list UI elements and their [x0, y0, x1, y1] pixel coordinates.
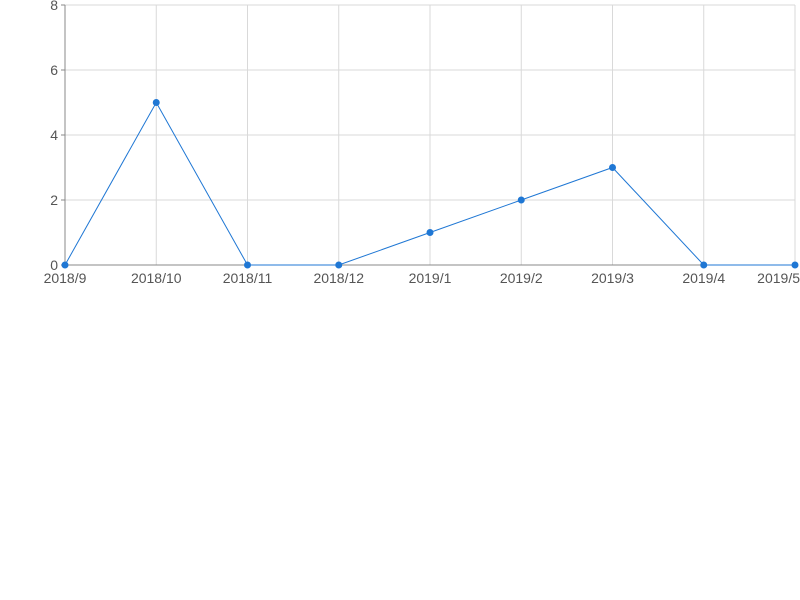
axes	[61, 4, 795, 266]
x-tick-label: 2019/1	[409, 270, 452, 286]
data-point[interactable]	[152, 99, 160, 106]
tick-labels: 0 2 4 6 8 2018/9 2018/10 2018/11 2018/12 2019/1 20…	[44, 0, 800, 286]
data-point[interactable]	[335, 261, 343, 269]
y-tick-label: 2	[50, 192, 58, 208]
series	[61, 99, 799, 269]
x-tick-label: 2019/3	[591, 270, 634, 286]
grid	[65, 4, 796, 265]
data-point[interactable]	[244, 261, 251, 269]
data-point[interactable]	[61, 261, 69, 269]
y-tick-label: 6	[50, 62, 58, 78]
x-tick-label: 2018/9	[44, 270, 87, 286]
x-tick-label: 2018/11	[223, 270, 273, 286]
x-tick-label: 2018/10	[131, 270, 182, 286]
y-tick-label: 0	[50, 257, 58, 273]
x-tick-label: 2018/12	[313, 270, 364, 286]
data-point[interactable]	[791, 261, 799, 269]
x-tick-label: 2019/5	[757, 270, 800, 286]
y-tick-label: 4	[50, 127, 58, 143]
x-tick-label: 2019/2	[500, 270, 543, 286]
data-point[interactable]	[609, 164, 616, 171]
data-point[interactable]	[700, 261, 708, 269]
x-tick-label: 2019/4	[682, 270, 725, 286]
data-point[interactable]	[517, 196, 525, 204]
data-point[interactable]	[426, 229, 434, 236]
y-tick-label: 8	[50, 0, 58, 13]
